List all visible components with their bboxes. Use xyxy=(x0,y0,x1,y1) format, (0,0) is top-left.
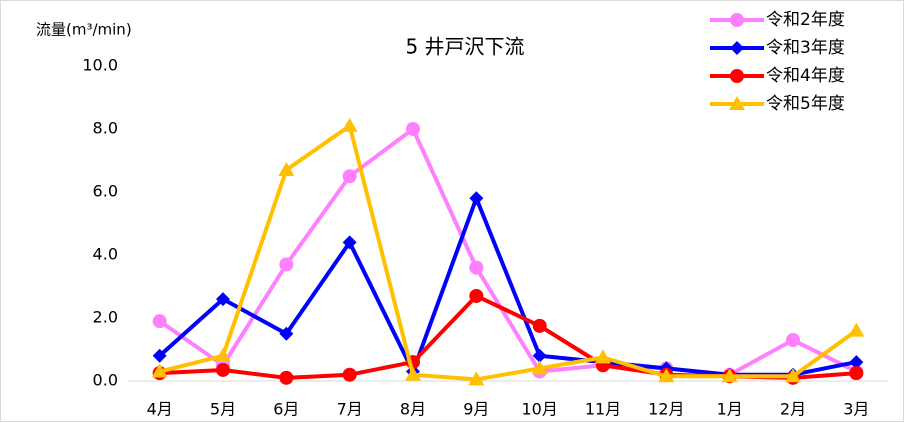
y-tick-label: 2.0 xyxy=(93,308,118,327)
marker xyxy=(532,318,547,333)
marker xyxy=(406,122,420,136)
marker xyxy=(469,260,484,275)
marker xyxy=(152,348,167,363)
marker xyxy=(469,288,484,303)
y-tick-label: 4.0 xyxy=(93,245,118,264)
chart-title: 5 井戸沢下流 xyxy=(405,35,524,59)
marker xyxy=(468,371,485,386)
y-tick-label: 8.0 xyxy=(93,119,118,138)
legend-marker xyxy=(730,41,744,55)
x-tick-label: 4月 xyxy=(147,400,173,419)
marker xyxy=(849,366,864,381)
marker xyxy=(405,366,421,381)
marker xyxy=(721,368,738,383)
marker xyxy=(785,368,801,383)
marker xyxy=(278,161,295,176)
legend-label: 令和4年度 xyxy=(766,66,845,86)
x-tick-label: 9月 xyxy=(463,400,489,419)
x-tick-label: 12月 xyxy=(648,400,684,419)
x-tick-label: 8月 xyxy=(400,400,426,419)
marker xyxy=(279,326,294,341)
x-tick-label: 11月 xyxy=(585,400,621,419)
x-tick-label: 7月 xyxy=(337,400,363,419)
marker xyxy=(469,191,484,206)
legend-label: 令和5年度 xyxy=(766,94,845,114)
marker xyxy=(342,169,357,184)
x-tick-label: 2月 xyxy=(780,400,806,419)
marker xyxy=(151,363,168,378)
marker xyxy=(216,362,230,377)
y-tick-label: 6.0 xyxy=(93,182,118,201)
marker xyxy=(786,333,800,348)
marker xyxy=(848,322,865,337)
x-tick-label: 1月 xyxy=(717,400,743,419)
marker xyxy=(658,368,675,383)
marker xyxy=(595,349,611,364)
marker xyxy=(152,314,167,329)
marker xyxy=(342,367,357,382)
x-tick-label: 10月 xyxy=(521,400,557,419)
marker xyxy=(342,235,357,250)
marker xyxy=(341,117,358,132)
series-line xyxy=(159,123,858,382)
marker xyxy=(215,347,231,362)
marker xyxy=(531,360,548,375)
legend-marker xyxy=(729,96,745,110)
marker xyxy=(216,292,230,307)
series-line xyxy=(158,127,858,377)
legend-label: 令和3年度 xyxy=(766,38,845,58)
y-tick-label: 0.0 xyxy=(93,371,118,390)
marker xyxy=(279,370,294,385)
legend-marker xyxy=(730,13,744,27)
legend-label: 令和2年度 xyxy=(766,10,845,30)
y-axis-label: 流量(m³/min) xyxy=(36,21,132,39)
x-tick-label: 5月 xyxy=(210,400,236,419)
x-tick-label: 3月 xyxy=(843,400,869,419)
marker xyxy=(279,257,294,272)
legend-marker xyxy=(730,69,744,83)
marker xyxy=(849,355,864,370)
y-tick-label: 10.0 xyxy=(82,56,118,75)
x-tick-label: 6月 xyxy=(273,400,299,419)
marker xyxy=(532,348,547,363)
